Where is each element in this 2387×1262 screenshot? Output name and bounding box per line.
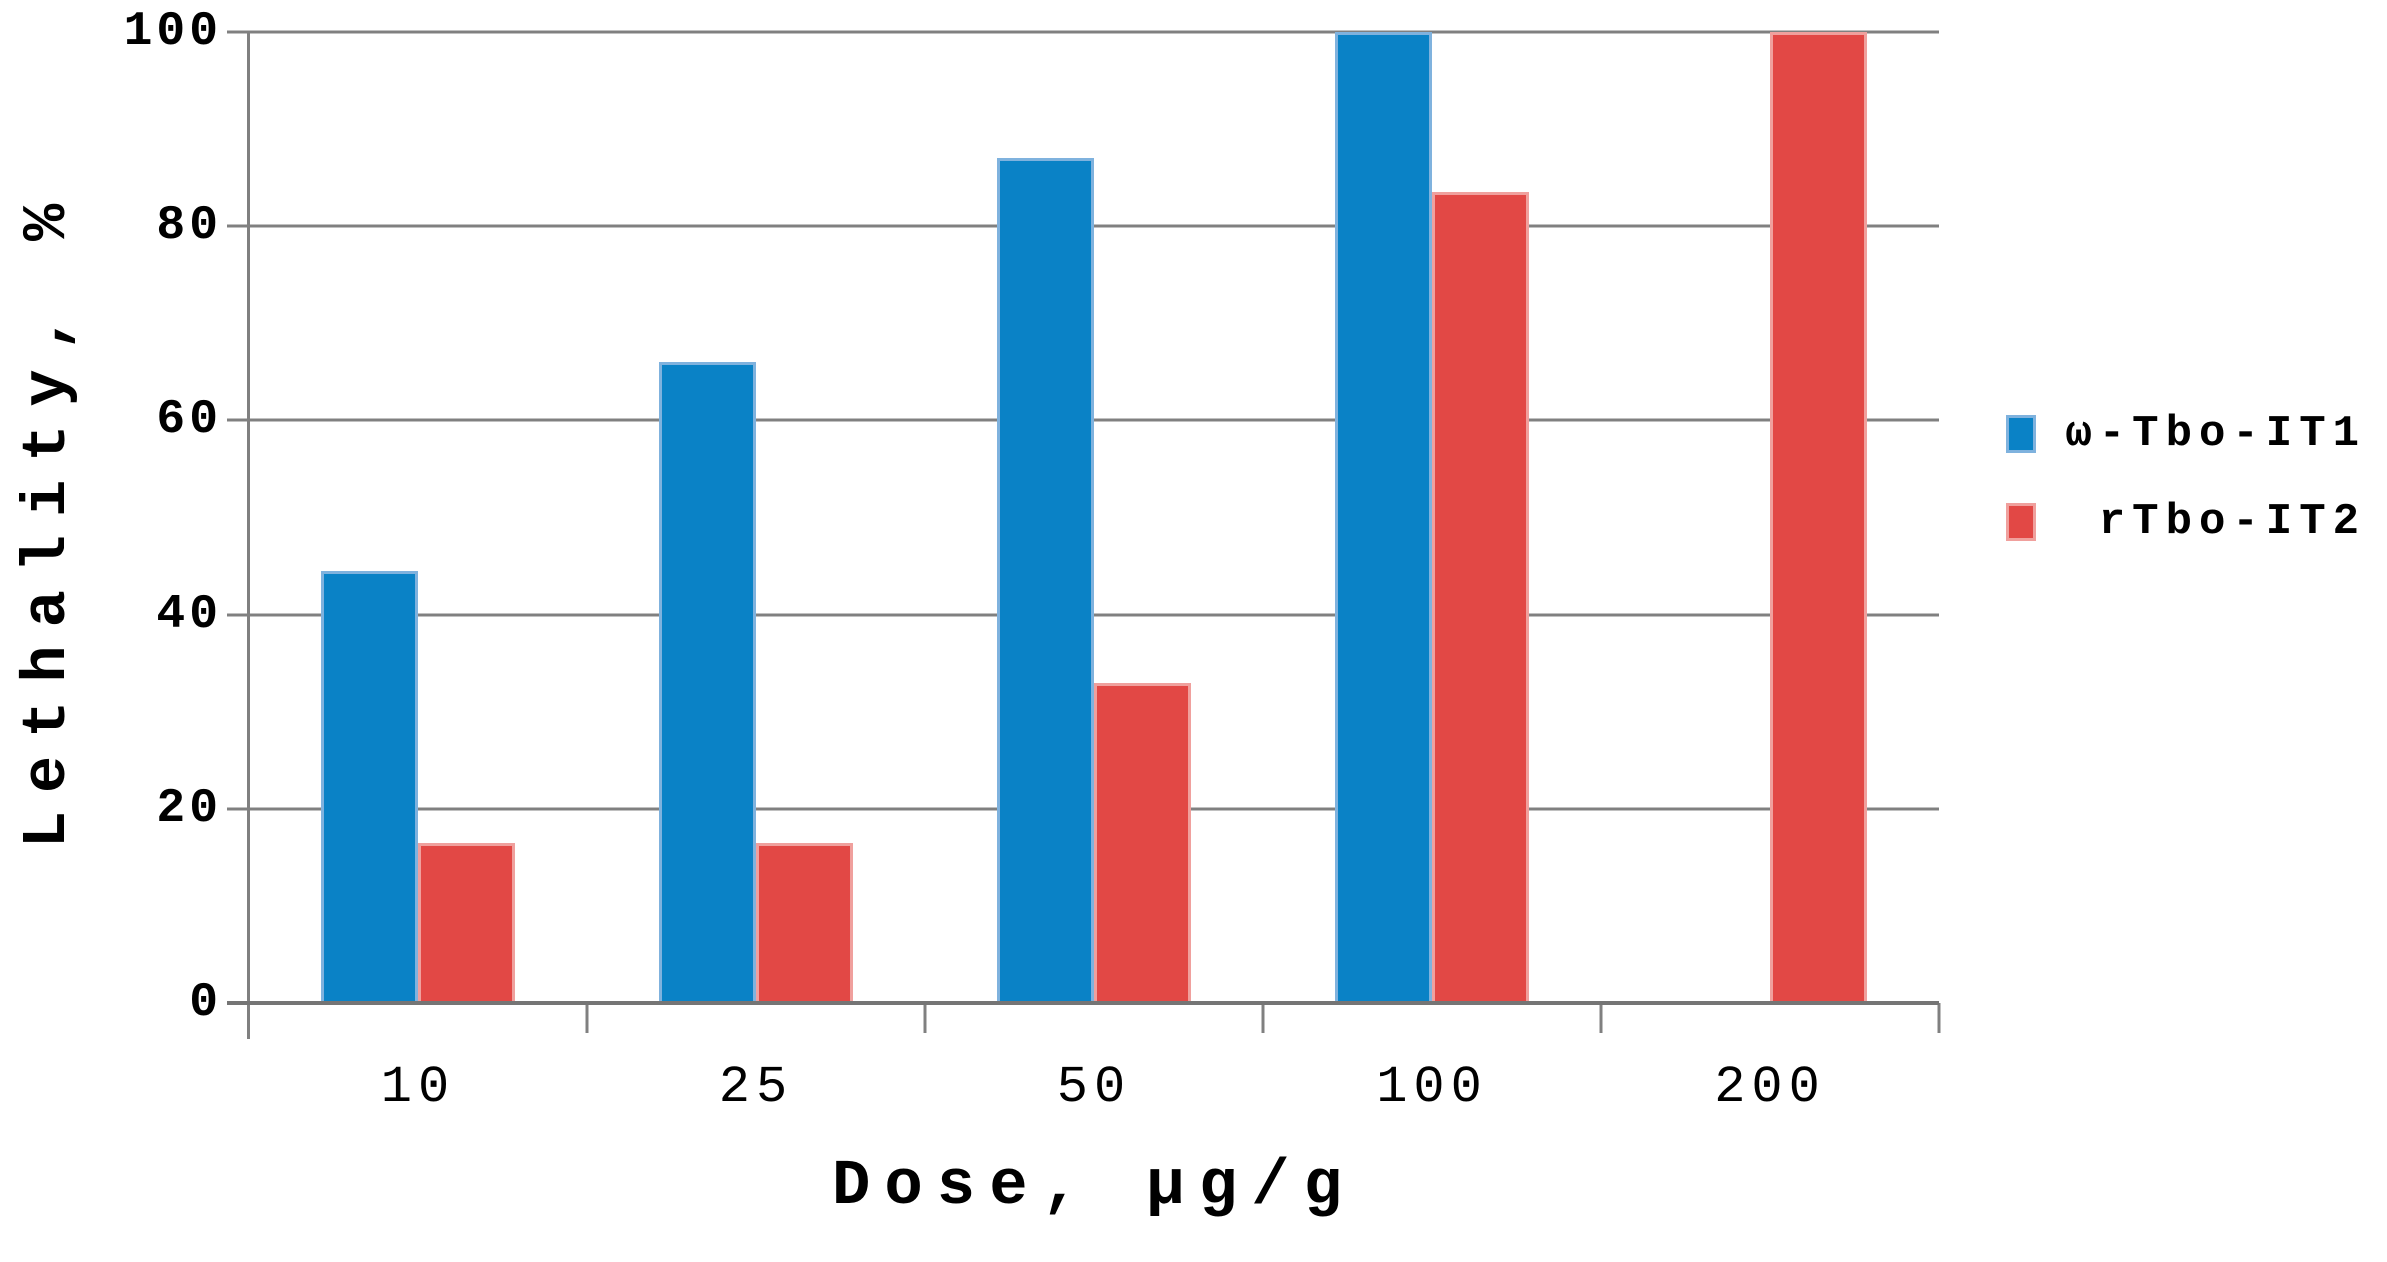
bar-rtbo-it2-dose-10 <box>418 842 515 1003</box>
legend-label-rtbo-it2: rTbo-IT2 <box>2098 497 2366 547</box>
y-tick-label-60: 60 <box>156 393 222 448</box>
y-tick-label-20: 20 <box>156 781 222 836</box>
legend-item-omega-tbo-it1: ω-Tbo-IT1 <box>2006 412 2366 456</box>
x-axis-tick-4 <box>1599 1003 1603 1033</box>
x-tick-label-25: 25 <box>718 1058 794 1117</box>
x-axis-title: Dose, µg/g <box>831 1151 1357 1223</box>
legend: ω-Tbo-IT1 rTbo-IT2 <box>2006 412 2366 588</box>
bar-omega-tbo-it1-dose-100 <box>1335 32 1432 1003</box>
legend-swatch-rtbo-it2 <box>2006 503 2036 541</box>
y-tick-label-0: 0 <box>189 976 222 1030</box>
x-tick-label-50: 50 <box>1056 1058 1132 1117</box>
x-tick-label-100: 100 <box>1376 1058 1488 1117</box>
y-tick-label-40: 40 <box>156 587 222 642</box>
grid-line-0 <box>227 1001 1939 1005</box>
y-tick-label-100: 100 <box>123 5 222 59</box>
y-axis-title: Lethality, % <box>12 185 83 849</box>
bar-omega-tbo-it1-dose-25 <box>659 362 756 1003</box>
x-axis-tick-1 <box>585 1003 589 1033</box>
bar-omega-tbo-it1-dose-50 <box>997 158 1094 1003</box>
legend-item-rtbo-it2: rTbo-IT2 <box>2006 500 2366 544</box>
legend-swatch-omega-tbo-it1 <box>2006 415 2036 453</box>
x-axis-tick-3 <box>1261 1003 1265 1033</box>
x-tick-label-200: 200 <box>1714 1058 1826 1117</box>
y-axis-line <box>247 32 250 1039</box>
x-axis-tick-2 <box>923 1003 927 1033</box>
plot-area <box>227 30 1941 1039</box>
bar-rtbo-it2-dose-25 <box>756 842 853 1003</box>
x-axis-tick-5 <box>1937 1003 1941 1033</box>
y-tick-label-80: 80 <box>156 199 222 254</box>
bar-rtbo-it2-dose-200 <box>1770 32 1867 1003</box>
bar-omega-tbo-it1-dose-10 <box>321 570 418 1003</box>
bar-rtbo-it2-dose-50 <box>1094 682 1191 1003</box>
legend-label-omega-tbo-it1: ω-Tbo-IT1 <box>2065 409 2366 459</box>
bar-rtbo-it2-dose-100 <box>1432 192 1529 1003</box>
x-tick-label-10: 10 <box>380 1058 456 1117</box>
grid-line-100 <box>227 30 1939 34</box>
